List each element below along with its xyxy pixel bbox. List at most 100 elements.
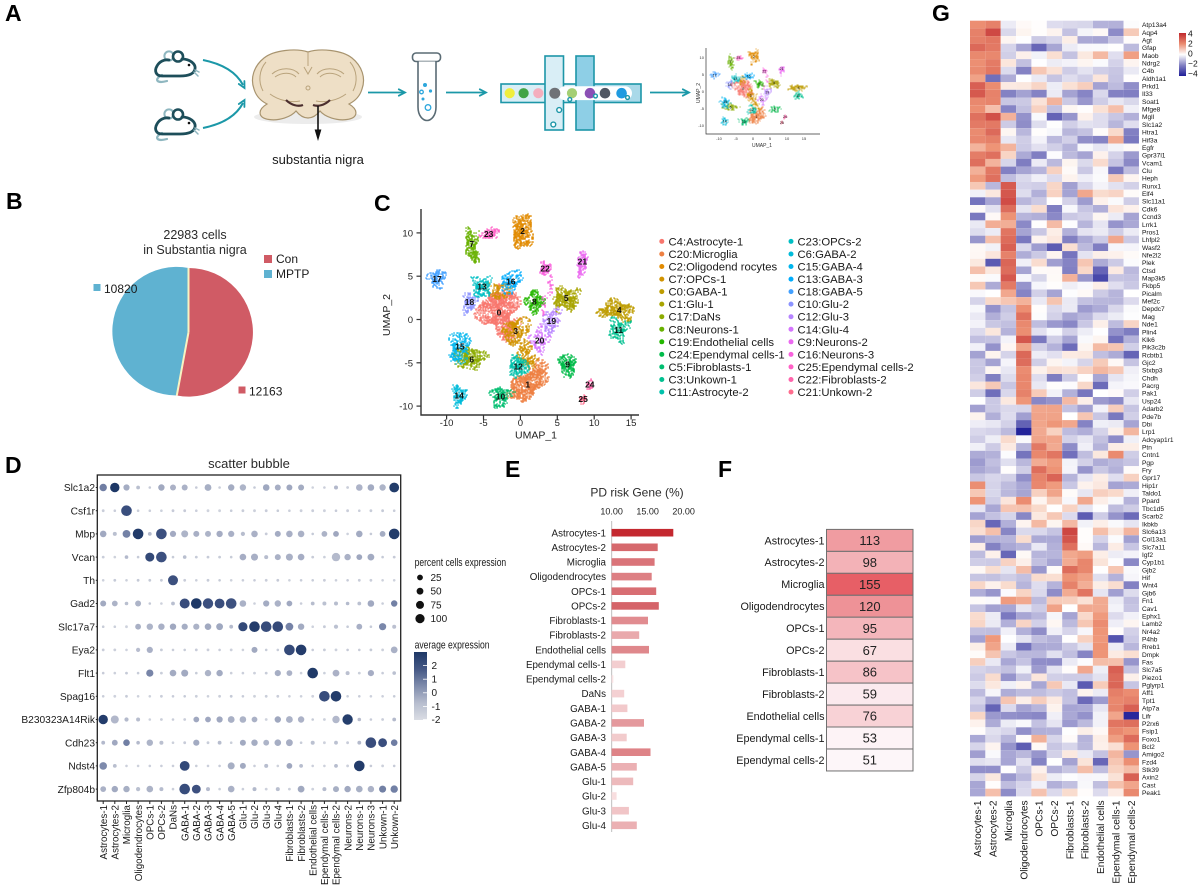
svg-text:14: 14	[723, 120, 727, 124]
svg-text:1: 1	[432, 675, 438, 686]
svg-text:C0:GABA-1: C0:GABA-1	[669, 287, 728, 299]
svg-text:Oligodendrocytes: Oligodendrocytes	[530, 572, 606, 583]
svg-text:Flt1: Flt1	[78, 669, 95, 680]
svg-text:Clu: Clu	[1142, 168, 1152, 175]
svg-text:Slc6a13: Slc6a13	[1142, 529, 1166, 536]
svg-text:C24:Ependymal cells-1: C24:Ependymal cells-1	[669, 349, 785, 361]
svg-text:Amigo2: Amigo2	[1142, 752, 1165, 759]
svg-text:Fn1: Fn1	[1142, 598, 1154, 605]
svg-text:51: 51	[863, 753, 877, 768]
svg-text:B: B	[6, 188, 23, 214]
svg-text:Adarb2: Adarb2	[1142, 406, 1164, 413]
svg-text:C12:Glu-3: C12:Glu-3	[798, 312, 850, 324]
svg-text:23: 23	[736, 56, 740, 60]
svg-text:5: 5	[769, 136, 772, 141]
svg-text:-10: -10	[716, 136, 723, 141]
svg-text:Astrocytes-2: Astrocytes-2	[552, 543, 606, 554]
svg-text:3: 3	[750, 94, 752, 98]
svg-text:Glu-2: Glu-2	[250, 805, 261, 829]
svg-text:Oligodendrocytes: Oligodendrocytes	[1019, 800, 1030, 879]
svg-text:Aldh1a1: Aldh1a1	[1142, 76, 1167, 83]
svg-text:22: 22	[540, 263, 550, 273]
svg-text:Microglia: Microglia	[781, 579, 824, 591]
svg-text:Ependymal cells-2: Ependymal cells-2	[526, 675, 606, 686]
svg-text:Ctsd: Ctsd	[1142, 268, 1156, 275]
svg-text:UMAP_1: UMAP_1	[752, 143, 772, 149]
svg-text:Oligodendrocytes: Oligodendrocytes	[740, 601, 825, 613]
svg-text:Ependymal cells-1: Ependymal cells-1	[320, 805, 331, 885]
svg-text:Hif: Hif	[1142, 575, 1150, 582]
svg-text:Gjb2: Gjb2	[1142, 567, 1156, 574]
svg-text:10820: 10820	[104, 282, 138, 296]
svg-text:Glu-4: Glu-4	[582, 821, 607, 832]
svg-text:12: 12	[750, 108, 754, 112]
svg-text:UMAP_2: UMAP_2	[696, 83, 702, 103]
svg-text:C5:Fibroblasts-1: C5:Fibroblasts-1	[669, 362, 752, 374]
svg-text:C14:Glu-4: C14:Glu-4	[798, 324, 850, 336]
svg-text:GABA-5: GABA-5	[227, 804, 238, 840]
svg-text:0: 0	[518, 418, 523, 429]
svg-text:C21:Unkown-2: C21:Unkown-2	[798, 387, 873, 399]
svg-text:Pgp: Pgp	[1142, 460, 1154, 467]
svg-text:Cdh23: Cdh23	[65, 738, 95, 749]
svg-text:Stxbp3: Stxbp3	[1142, 368, 1163, 375]
svg-text:OPCs-1: OPCs-1	[571, 587, 606, 598]
svg-text:Plin4: Plin4	[1142, 329, 1157, 336]
svg-text:Hif3a: Hif3a	[1142, 137, 1158, 144]
svg-text:Mbp: Mbp	[75, 530, 95, 541]
svg-text:Zfp804b: Zfp804b	[58, 785, 96, 796]
svg-text:75: 75	[431, 600, 443, 611]
svg-text:Gjb6: Gjb6	[1142, 590, 1156, 597]
svg-text:8: 8	[759, 83, 761, 87]
svg-text:12: 12	[513, 361, 523, 371]
svg-text:GABA-2: GABA-2	[570, 718, 606, 729]
svg-text:Tpt1: Tpt1	[1142, 698, 1156, 705]
svg-text:OPCs-2: OPCs-2	[571, 601, 606, 612]
svg-text:18: 18	[728, 83, 732, 87]
svg-text:C: C	[374, 190, 391, 216]
svg-text:2: 2	[520, 226, 525, 236]
svg-text:Pik3c2b: Pik3c2b	[1142, 345, 1166, 352]
svg-text:Peak1: Peak1	[1142, 790, 1161, 797]
svg-text:substantia nigra: substantia nigra	[272, 152, 365, 167]
svg-text:Adcyap1r1: Adcyap1r1	[1142, 437, 1174, 444]
svg-text:3: 3	[513, 326, 518, 336]
svg-text:Glu-1: Glu-1	[582, 777, 606, 788]
svg-text:GABA-4: GABA-4	[570, 748, 606, 759]
svg-text:15: 15	[723, 100, 727, 104]
svg-text:Hip1r: Hip1r	[1142, 483, 1159, 490]
svg-text:F: F	[718, 456, 732, 482]
svg-text:Pglyrp1: Pglyrp1	[1142, 683, 1165, 690]
svg-text:Dbi: Dbi	[1142, 421, 1152, 428]
svg-text:76: 76	[863, 709, 877, 724]
svg-text:Ependymal cells-1: Ependymal cells-1	[526, 660, 606, 671]
svg-text:C22:Fibroblasts-2: C22:Fibroblasts-2	[798, 374, 887, 386]
svg-text:15.00: 15.00	[636, 507, 659, 517]
svg-text:Lifr: Lifr	[1142, 713, 1152, 720]
svg-text:Unkown-1: Unkown-1	[378, 805, 389, 849]
svg-text:Astrocytes-1: Astrocytes-1	[973, 800, 984, 857]
svg-text:Endothelial cells: Endothelial cells	[308, 805, 319, 876]
svg-text:Neurons-3: Neurons-3	[367, 804, 378, 850]
svg-text:Rreb1: Rreb1	[1142, 644, 1160, 651]
svg-text:120: 120	[859, 599, 881, 614]
svg-text:Fkbp5: Fkbp5	[1142, 283, 1161, 290]
svg-text:50: 50	[431, 587, 443, 598]
svg-text:Slc11a1: Slc11a1	[1142, 199, 1166, 206]
svg-text:-10: -10	[698, 123, 705, 128]
svg-text:Rcbtb1: Rcbtb1	[1142, 352, 1163, 359]
svg-text:13: 13	[477, 282, 487, 292]
svg-text:C1:Glu-1: C1:Glu-1	[669, 299, 714, 311]
svg-text:59: 59	[863, 687, 877, 702]
svg-text:Depdc7: Depdc7	[1142, 306, 1165, 313]
svg-text:15: 15	[802, 136, 807, 141]
svg-text:7: 7	[469, 239, 474, 249]
svg-text:−2: −2	[1188, 59, 1198, 69]
svg-text:25: 25	[578, 394, 588, 404]
svg-text:6: 6	[469, 354, 474, 364]
svg-text:15: 15	[626, 418, 637, 429]
svg-text:-1: -1	[432, 702, 441, 713]
svg-text:10: 10	[700, 55, 705, 60]
svg-text:Map3k5: Map3k5	[1142, 276, 1166, 283]
svg-text:Slc1a2: Slc1a2	[64, 483, 95, 494]
